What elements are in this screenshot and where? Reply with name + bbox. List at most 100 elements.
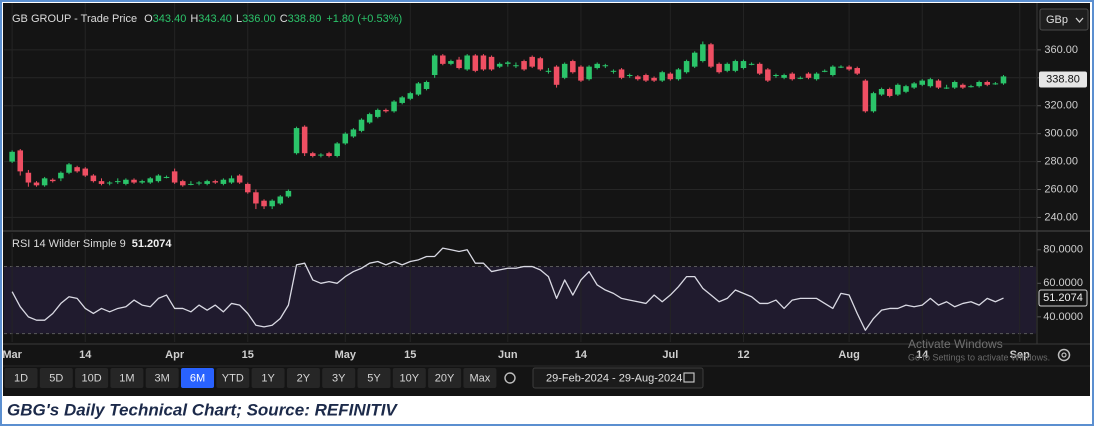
ohlc-value: 343.40 xyxy=(198,13,232,25)
range-button[interactable] xyxy=(4,368,38,388)
candle-body xyxy=(496,63,503,67)
candle-body xyxy=(415,83,422,95)
candle-body xyxy=(253,192,259,204)
candle-body xyxy=(236,175,243,183)
candle-body xyxy=(440,55,446,64)
price-change: +1.80 (+0.53%) xyxy=(326,13,402,25)
candle-body xyxy=(732,61,739,71)
candle-body xyxy=(838,66,844,68)
x-tick-label: Jul xyxy=(662,349,678,361)
y-tick-label: 280.00 xyxy=(1044,155,1078,167)
candle-body xyxy=(700,44,706,62)
range-button[interactable] xyxy=(357,368,391,388)
ohlc-key: C xyxy=(280,13,288,25)
candle-body xyxy=(25,172,32,183)
date-range-box[interactable] xyxy=(532,367,704,389)
candle-body xyxy=(49,179,56,182)
toolbar: 1D 5D 10D 1M 3M 6M YTD 1Y 2Y 3Y 5Y 10Y 20Y Max 29-Feb-… xyxy=(4,367,704,389)
candle-body xyxy=(691,52,698,67)
candle-body xyxy=(293,128,300,154)
candle-body xyxy=(1000,76,1007,84)
range-button[interactable] xyxy=(392,368,426,388)
toolbar-settings[interactable] xyxy=(504,372,516,384)
candle-body xyxy=(131,179,137,183)
range-button-label: 1Y xyxy=(261,372,275,384)
ohlc-value: 338.80 xyxy=(288,13,322,25)
ohlc-value: 343.40 xyxy=(153,13,187,25)
candle-body xyxy=(618,69,625,78)
candle-body xyxy=(66,164,72,173)
range-button[interactable] xyxy=(428,368,462,388)
range-button[interactable] xyxy=(251,368,285,388)
range-button[interactable] xyxy=(39,368,73,388)
candle-body xyxy=(529,56,535,67)
watermark: Activate Windows Go to Settings to activ… xyxy=(908,337,1050,362)
range-button[interactable] xyxy=(216,368,250,388)
candle-body xyxy=(635,76,641,80)
x-tick-label: 14 xyxy=(575,349,588,361)
candle-body xyxy=(358,119,365,131)
range-button[interactable] xyxy=(463,368,497,388)
unit-dropdown-box[interactable] xyxy=(1039,8,1089,31)
x-tick-label: Sep xyxy=(1010,349,1030,361)
candle-body xyxy=(456,59,462,69)
range-button-label: 3Y xyxy=(332,372,346,384)
range-button[interactable] xyxy=(110,368,144,388)
candle-body xyxy=(789,73,795,80)
rsi-current-box xyxy=(1038,289,1088,307)
candle-body xyxy=(407,93,414,99)
candle-body xyxy=(228,178,235,183)
candle-body xyxy=(521,61,527,70)
candle-body xyxy=(537,58,544,70)
candle-body xyxy=(911,83,917,88)
settings-icon[interactable] xyxy=(1057,348,1071,362)
price-title: GB GROUP - Trade Price xyxy=(12,13,137,25)
candle-body xyxy=(212,181,219,183)
range-button-label: 20Y xyxy=(435,372,455,384)
candle-body xyxy=(9,151,15,162)
candle-body xyxy=(180,181,186,186)
x-tick-label: May xyxy=(335,349,357,361)
range-button-label: 10Y xyxy=(400,372,420,384)
x-tick-label: Apr xyxy=(165,349,185,361)
range-button[interactable] xyxy=(75,368,109,388)
range-button[interactable] xyxy=(322,368,356,388)
ohlc-value: 336.00 xyxy=(242,13,276,25)
candle-body xyxy=(318,154,324,156)
candle-body xyxy=(285,190,292,197)
range-button[interactable] xyxy=(145,368,179,388)
candle-body xyxy=(651,77,657,81)
candle-body xyxy=(472,55,479,71)
candle-body xyxy=(326,153,332,156)
candle-body xyxy=(667,73,674,80)
candle-body xyxy=(862,80,869,112)
candle-body xyxy=(147,178,154,183)
candle-body xyxy=(310,153,316,156)
candle-body xyxy=(797,77,804,79)
candle-body xyxy=(830,66,836,76)
ohlc-key: L xyxy=(236,13,242,25)
candle-body xyxy=(813,73,820,80)
y-tick-label: 300.00 xyxy=(1044,128,1078,140)
range-button[interactable] xyxy=(286,368,320,388)
gear-hub xyxy=(1061,352,1067,358)
range-button-label: 2Y xyxy=(297,372,311,384)
price-header: GB GROUP - Trade Price O343.40 H343.40 L336… xyxy=(12,13,402,25)
unit-dropdown[interactable]: GBp xyxy=(1039,8,1089,31)
rsi-band xyxy=(4,266,1036,334)
candle-body xyxy=(960,84,966,88)
x-tick-label: 15 xyxy=(242,349,254,361)
date-range: 29-Feb-2024 - 29-Aug-2024 xyxy=(546,372,682,384)
candle-body xyxy=(724,63,730,71)
candle-body xyxy=(708,44,714,67)
dropdown-arrow xyxy=(1075,17,1084,23)
range-button[interactable] xyxy=(181,368,214,388)
range-button-label: 5D xyxy=(49,372,63,384)
candle-body xyxy=(748,63,755,65)
y-tick-label: 360.00 xyxy=(1044,44,1078,56)
candle-body xyxy=(545,70,552,72)
candle-body xyxy=(878,88,885,95)
rsi-line xyxy=(11,247,1004,331)
range-button-label: YTD xyxy=(222,372,244,384)
x-tick-label: Aug xyxy=(838,349,859,361)
